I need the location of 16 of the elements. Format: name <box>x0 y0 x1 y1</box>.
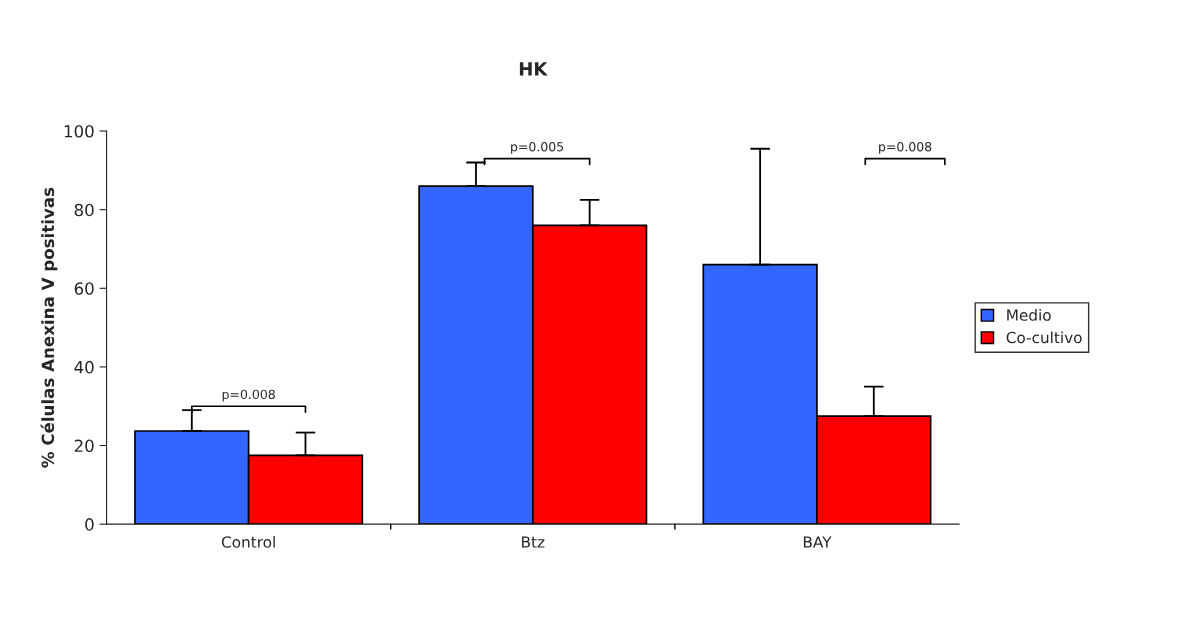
chart-title: HK <box>519 62 548 76</box>
y-tick-label: 0 <box>85 518 94 531</box>
annotation: p=0.008 <box>879 141 932 154</box>
annotation: p=0.005 <box>511 141 564 154</box>
legend-label: Co-cultivo <box>1006 331 1082 344</box>
y-tick-label: 100 <box>64 125 94 138</box>
x-tick-label: Control <box>221 535 275 548</box>
legend-label: Medio <box>1007 308 1051 321</box>
y-axis-title: % Células Anexina V positivas <box>40 187 58 468</box>
x-tick-label: Btz <box>522 536 545 548</box>
y-tick-label: 80 <box>74 203 94 217</box>
y-tick-label: 60 <box>74 282 94 295</box>
x-tick-label: BAY <box>803 536 832 548</box>
y-tick-label: 20 <box>74 439 94 453</box>
annotation: p=0.008 <box>222 389 275 402</box>
y-tick-label: 40 <box>74 360 94 374</box>
